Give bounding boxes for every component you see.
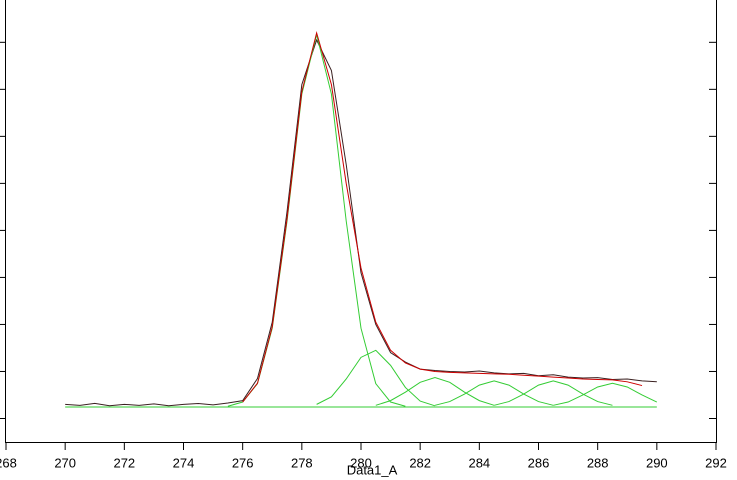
series-line <box>494 380 613 406</box>
x-tick-label: 272 <box>113 455 135 470</box>
series-line <box>434 380 554 406</box>
x-tick-label: 282 <box>409 455 431 470</box>
series-line <box>227 34 406 407</box>
x-tick-label: 284 <box>468 455 490 470</box>
x-tick-label: 274 <box>173 455 195 470</box>
x-tick-label: 270 <box>54 455 76 470</box>
x-tick-label: 276 <box>232 455 254 470</box>
series-line <box>65 38 657 407</box>
x-tick-label: 268 <box>0 455 17 470</box>
x-tick-label: 280 <box>350 455 372 470</box>
x-tick-label: 278 <box>291 455 313 470</box>
x-tick-label: 290 <box>646 455 668 470</box>
series-line <box>242 30 643 403</box>
series-line <box>553 382 658 406</box>
x-tick-label: 286 <box>528 455 550 470</box>
x-axis-label: Data1_A <box>347 462 398 477</box>
series-line <box>316 349 436 407</box>
x-tick-label: 292 <box>705 455 727 470</box>
x-tick-label: 288 <box>587 455 609 470</box>
series-line <box>375 377 495 406</box>
